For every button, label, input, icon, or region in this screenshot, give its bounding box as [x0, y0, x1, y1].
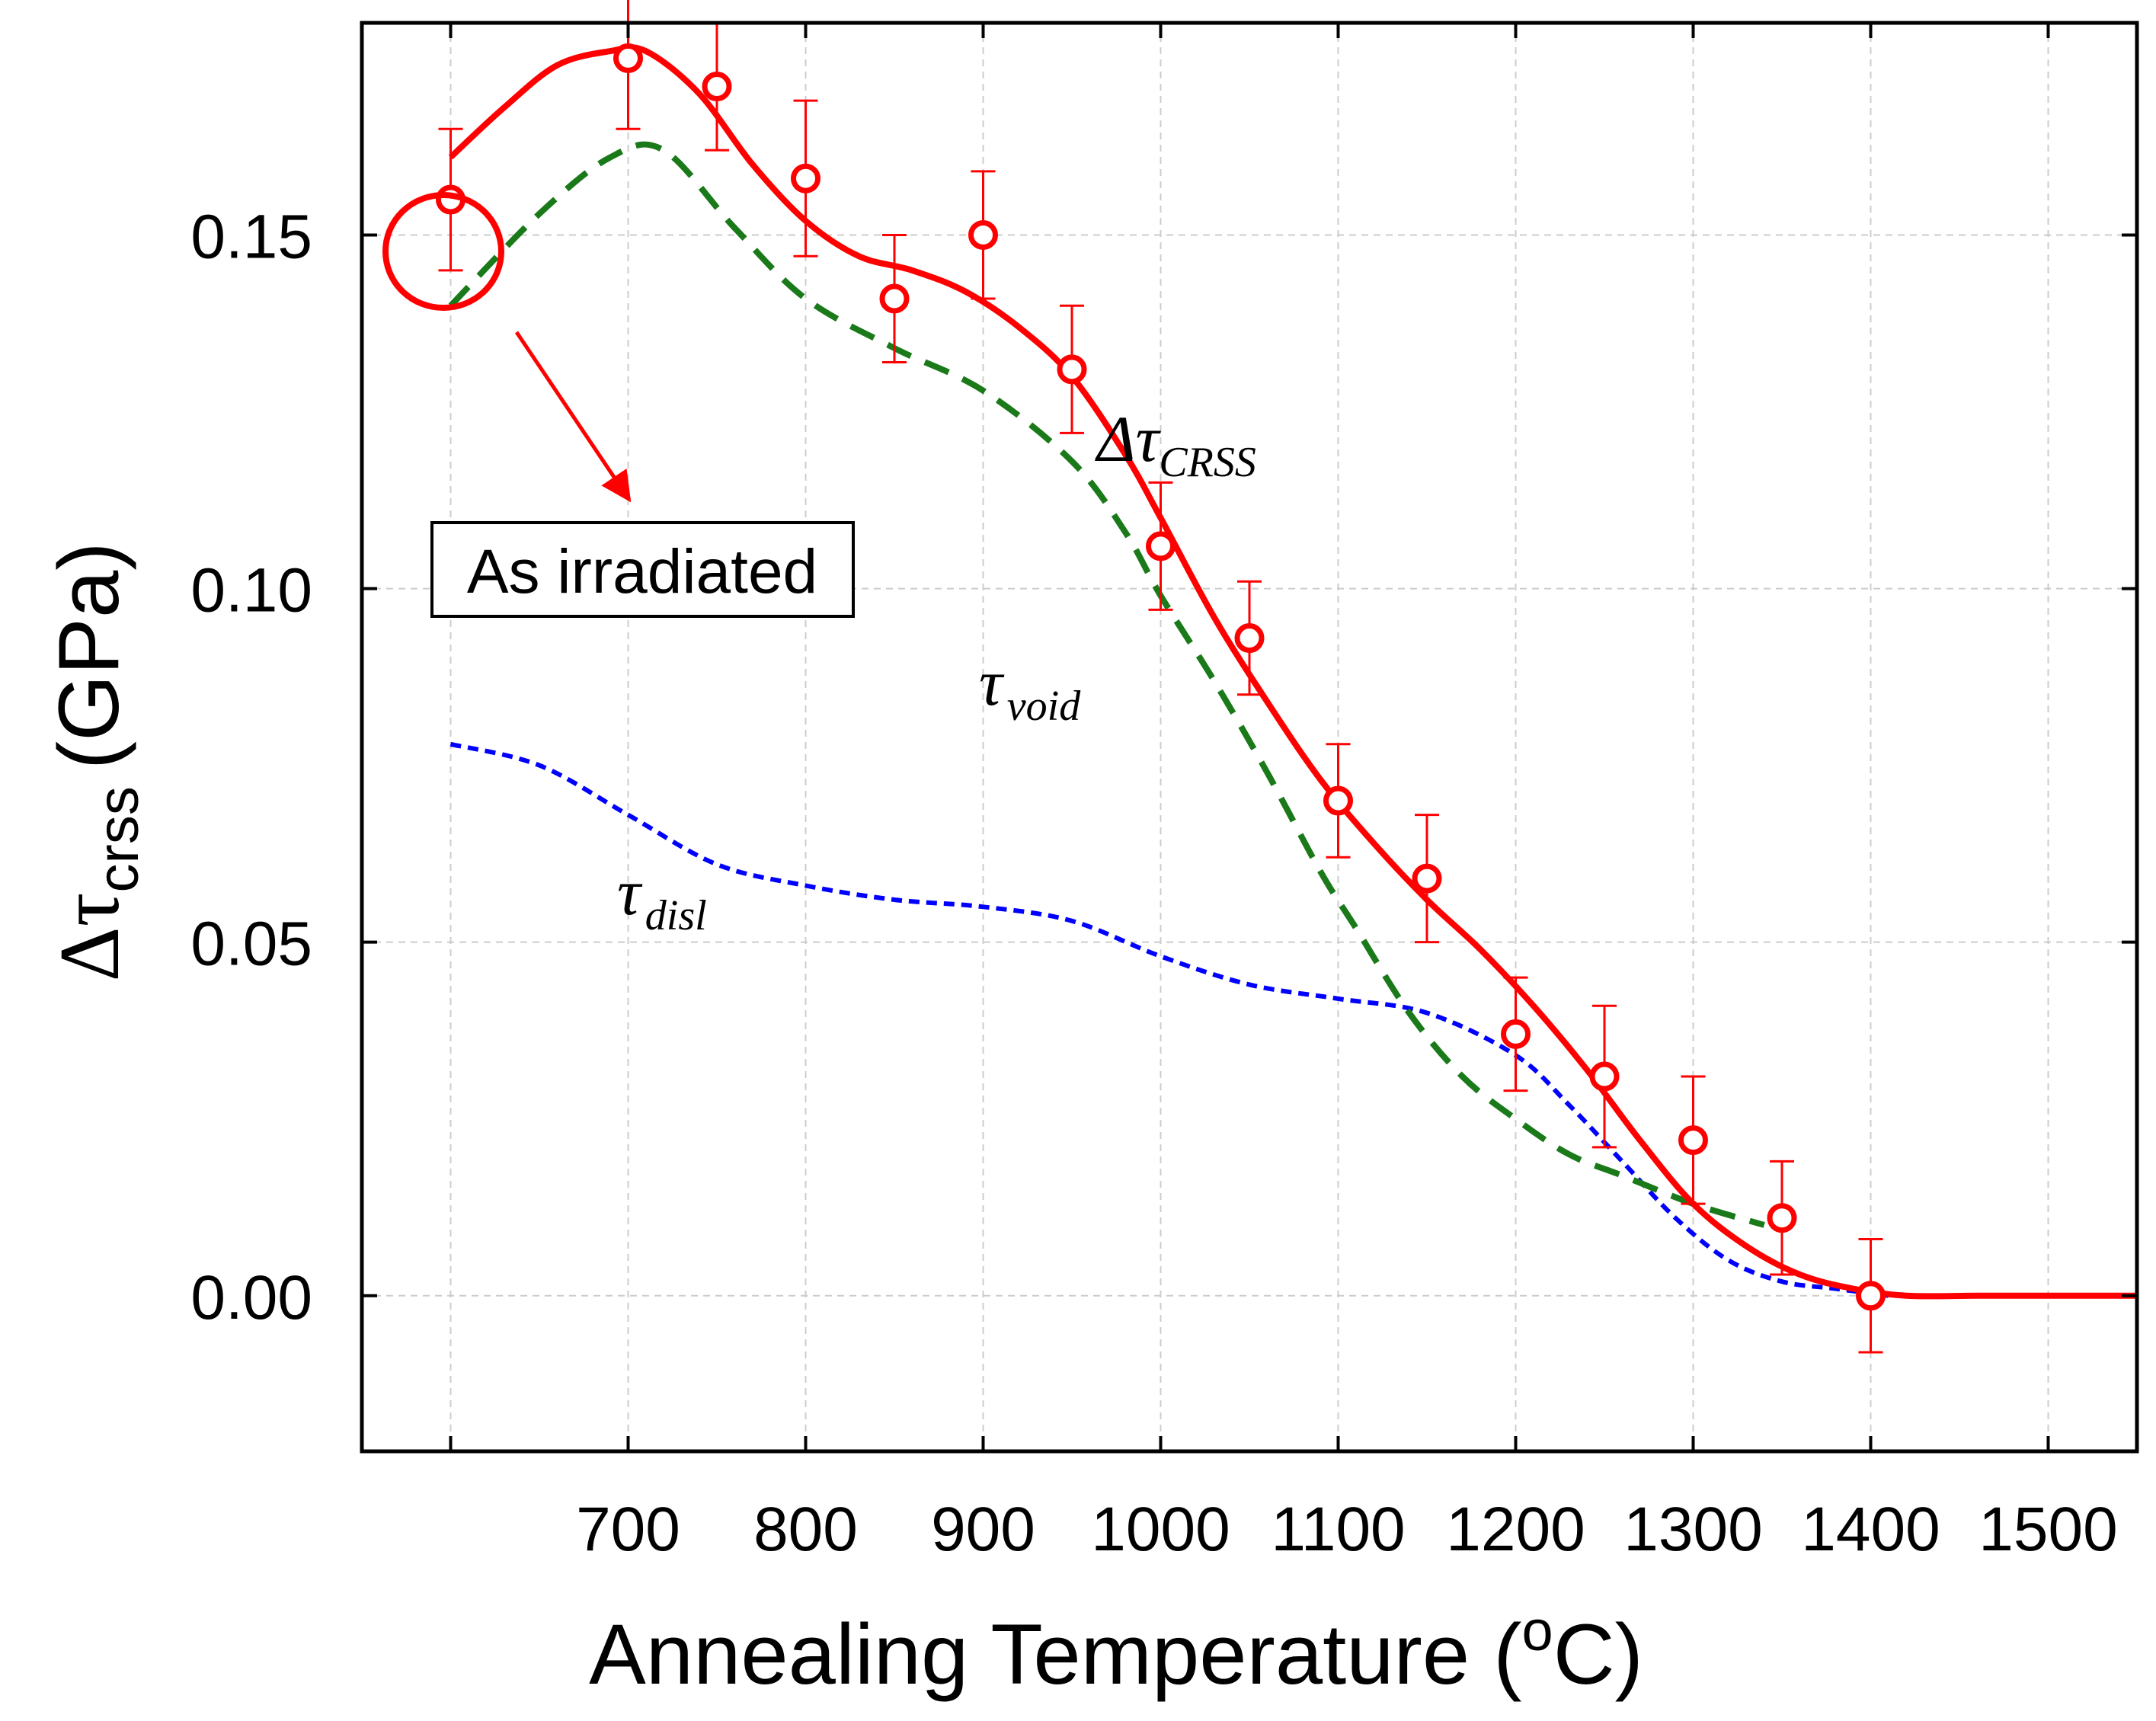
x-tick-label: 1200 [1446, 1495, 1585, 1564]
data-point [1678, 1075, 1708, 1205]
y-tick-label: 0.15 [190, 202, 312, 271]
x-tick-label: 700 [576, 1495, 680, 1564]
data-point-marker [702, 72, 732, 102]
data-point-marker [791, 163, 820, 194]
data-point [1234, 580, 1265, 696]
tick-labels: 700 800 900 1000 1100 1200 1300 1400 1500 0.00 0.0… [190, 202, 2117, 1564]
data-point-marker [968, 219, 998, 250]
as-irradiated-highlight-ellipse [382, 192, 504, 311]
as-irradiated-arrow [514, 331, 632, 503]
y-axis-title-symbol: Δτ [43, 892, 137, 981]
data-point-marker [1146, 531, 1176, 561]
x-tick-label: 1500 [1978, 1495, 2117, 1564]
y-axis-title: Δτcrss (GPa) [41, 542, 151, 981]
data-point-marker [1057, 354, 1087, 385]
plot-frame [360, 21, 2139, 1454]
void-series-label: τ void [979, 646, 1081, 730]
y-tick-label: 0.05 [190, 910, 312, 979]
data-point [1057, 304, 1087, 434]
x-tick-label: 1100 [1271, 1495, 1405, 1564]
y-axis-title-subscript: crss [86, 786, 151, 892]
data-point-marker [1767, 1203, 1797, 1233]
dislocation-contribution-line [449, 741, 1889, 1298]
data-point [1323, 743, 1353, 859]
x-tick-label: 800 [753, 1495, 858, 1564]
data-point [1589, 1004, 1620, 1149]
data-point-marker [1678, 1125, 1708, 1156]
x-tick-label: 1400 [1801, 1495, 1940, 1564]
x-axis-title: Annealing Temperature (oC) [589, 1599, 1643, 1702]
data-point [879, 233, 910, 364]
data-point [968, 170, 998, 300]
data-point-marker [1234, 623, 1265, 654]
x-axis-title-end: C) [1553, 1607, 1643, 1702]
x-tick-label: 1000 [1091, 1495, 1230, 1564]
y-axis-title-unit: (GPa) [41, 542, 136, 769]
y-tick-label: 0.00 [190, 1263, 312, 1332]
axes [360, 21, 2139, 1454]
crss-series-label-subscript: CRSS [1159, 439, 1256, 486]
data-point-marker [1589, 1061, 1620, 1092]
data-point-marker [1412, 863, 1442, 894]
data-point [791, 99, 820, 258]
as-irradiated-label: As irradiated [467, 537, 817, 606]
data-point [1767, 1160, 1797, 1276]
x-axis-title-superscript: o [1522, 1599, 1553, 1662]
data-point [1412, 814, 1442, 944]
x-tick-label: 1300 [1623, 1495, 1762, 1564]
data-point [613, 0, 643, 130]
crss-series-label: ΔτCRSS [1095, 402, 1256, 486]
x-tick-label: 900 [931, 1495, 1035, 1564]
disl-series-label: τ disl [617, 856, 707, 939]
data-point-marker [1323, 785, 1353, 816]
data-point-marker [1501, 1019, 1531, 1049]
data-point [1501, 976, 1531, 1092]
void-contribution-line [448, 141, 1765, 1228]
data-point [1856, 1238, 1886, 1354]
disl-series-label-subscript: disl [645, 892, 707, 939]
data-point-marker [613, 43, 643, 73]
as-irradiated-label-box [430, 521, 855, 618]
data-point [1146, 481, 1176, 611]
y-tick-label: 0.10 [190, 556, 312, 625]
data-point-marker [1856, 1281, 1886, 1311]
void-series-label-subscript: void [1007, 683, 1081, 730]
data-point-marker [879, 283, 910, 314]
